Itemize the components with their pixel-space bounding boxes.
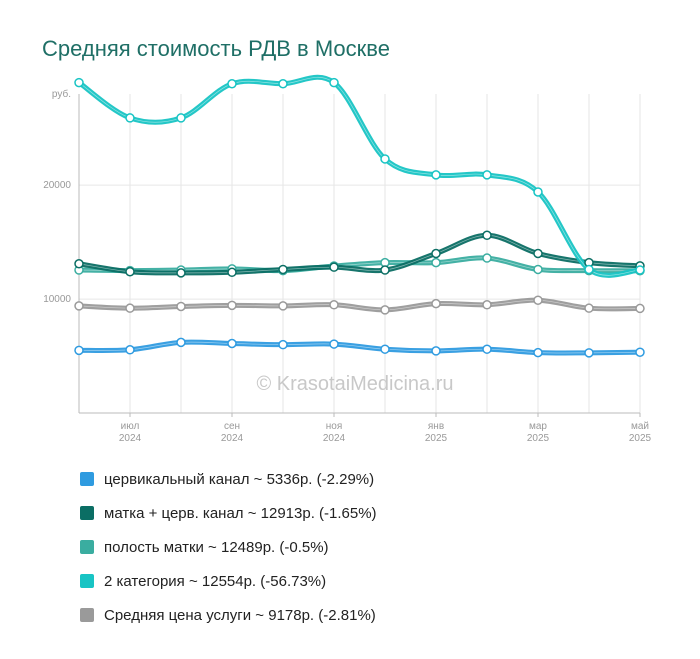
x-tick-label-year: 2024: [221, 433, 244, 444]
data-point: [380, 344, 390, 354]
y-tick-label: 10000: [43, 294, 71, 305]
chart-title: Средняя стоимость РДВ в Москве: [42, 36, 390, 61]
data-point: [482, 253, 492, 263]
series-line: [76, 74, 643, 278]
data-point: [329, 262, 339, 272]
data-point: [533, 248, 543, 259]
data-point: [278, 264, 288, 275]
x-tick-label-month: ноя: [326, 421, 343, 432]
data-point: [125, 345, 135, 355]
data-point: [380, 305, 390, 315]
series-line: [76, 232, 643, 276]
data-point: [227, 338, 237, 349]
data-point: [482, 344, 492, 354]
y-axis-label: руб.: [52, 88, 71, 100]
data-point: [380, 265, 390, 275]
legend-swatch: [80, 472, 94, 486]
data-point: [482, 170, 492, 180]
x-tick-label-year: 2024: [323, 433, 346, 444]
data-point: [635, 347, 645, 357]
x-tick-label-month: июл: [121, 421, 140, 432]
line-chart: 1000020000руб.июл2024сен2024ноя2024янв20…: [43, 74, 652, 444]
data-point: [74, 345, 84, 356]
y-tick-label: 20000: [43, 180, 71, 191]
data-point: [176, 268, 186, 278]
data-point: [533, 264, 543, 275]
data-point: [584, 264, 594, 275]
data-point: [584, 348, 594, 358]
data-point: [278, 301, 288, 311]
data-point: [380, 154, 390, 164]
data-point: [176, 113, 186, 123]
data-point: [635, 265, 645, 275]
data-point: [431, 248, 441, 259]
data-point: [533, 295, 543, 305]
x-tick-label-month: янв: [428, 421, 444, 432]
data-point: [74, 77, 84, 88]
legend-item-uterine-cavity[interactable]: полость матки ~ 12489р. (-0.5%): [80, 530, 377, 564]
legend-swatch: [80, 506, 94, 520]
data-point: [74, 259, 84, 269]
legend-item-average-price[interactable]: Средняя цена услуги ~ 9178р. (-2.81%): [80, 598, 377, 632]
data-point: [176, 337, 186, 348]
series-line-highlight: [78, 77, 641, 276]
series-line: [76, 339, 643, 356]
data-point: [227, 78, 237, 89]
legend-swatch: [80, 574, 94, 588]
watermark: © KrasotaiMedicina.ru: [256, 373, 453, 395]
x-tick-label-year: 2025: [425, 433, 448, 444]
data-point: [278, 339, 288, 350]
data-point: [329, 300, 339, 310]
data-point: [125, 113, 135, 123]
data-point: [227, 267, 237, 278]
data-point: [329, 77, 339, 88]
data-point: [482, 300, 492, 310]
legend-swatch: [80, 540, 94, 554]
legend-label: Средняя цена услуги ~ 9178р. (-2.81%): [104, 606, 376, 624]
x-tick-label-month: мар: [529, 421, 547, 432]
data-point: [431, 298, 441, 309]
legend: цервикальный канал ~ 5336р. (-2.29%) мат…: [80, 462, 377, 632]
x-tick-label-month: май: [631, 421, 649, 432]
data-point: [329, 339, 339, 349]
legend-label: полость матки ~ 12489р. (-0.5%): [104, 538, 329, 556]
legend-item-uterus-cervical[interactable]: матка + церв. канал ~ 12913р. (-1.65%): [80, 496, 377, 530]
data-point: [278, 78, 288, 89]
x-tick-label-year: 2025: [629, 433, 652, 444]
data-point: [431, 346, 441, 356]
data-point: [482, 230, 492, 241]
data-point: [125, 266, 135, 277]
data-point: [635, 303, 645, 314]
data-point: [431, 257, 441, 268]
data-point: [176, 301, 186, 312]
legend-label: цервикальный канал ~ 5336р. (-2.29%): [104, 470, 375, 488]
data-point: [74, 301, 84, 311]
x-tick-label-year: 2024: [119, 433, 142, 444]
data-point: [533, 347, 543, 358]
legend-swatch: [80, 608, 94, 622]
series-line: [76, 297, 643, 313]
legend-label: матка + церв. канал ~ 12913р. (-1.65%): [104, 504, 377, 522]
data-point: [584, 303, 594, 313]
data-point: [227, 300, 237, 311]
data-point: [125, 303, 135, 313]
legend-item-cervical[interactable]: цервикальный канал ~ 5336р. (-2.29%): [80, 462, 377, 496]
legend-item-category-2[interactable]: 2 категория ~ 12554р. (-56.73%): [80, 564, 377, 598]
legend-label: 2 категория ~ 12554р. (-56.73%): [104, 572, 327, 590]
x-tick-label-year: 2025: [527, 433, 550, 444]
x-tick-label-month: сен: [224, 421, 240, 432]
data-point: [431, 170, 441, 180]
data-point: [533, 187, 543, 197]
